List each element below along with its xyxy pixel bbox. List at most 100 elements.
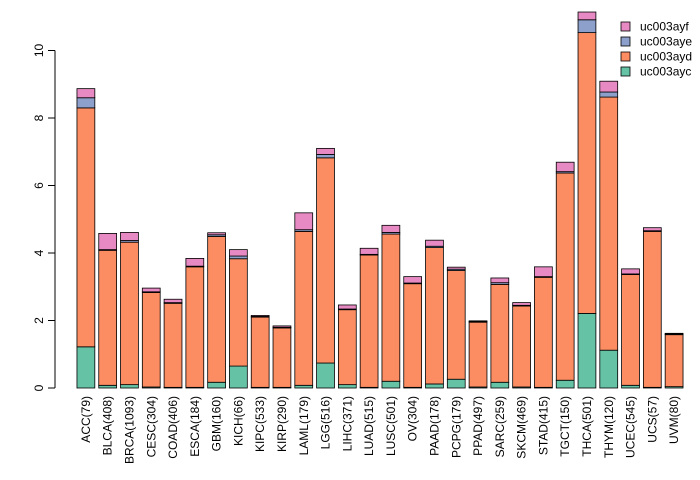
- bar-segment-uc003ayf: [98, 233, 118, 251]
- bar-segment-uc003ayf: [425, 239, 444, 247]
- bar-segment-uc003ayf: [359, 247, 379, 255]
- bar-segment-uc003ayf: [207, 232, 226, 236]
- x-tick-label: UCEC(545): [624, 396, 638, 458]
- bar-segment-uc003ayf: [185, 257, 205, 267]
- bar-segment-uc003ayd: [359, 254, 379, 388]
- bar-segment-uc003ayf: [381, 224, 401, 233]
- bar-segment-uc003ayd: [337, 309, 357, 386]
- bar-segment-uc003ayc: [446, 378, 466, 389]
- bar-segment-uc003ayc: [425, 383, 444, 389]
- legend-label: uc003ayc: [640, 65, 691, 79]
- bar-segment-uc003ayc: [555, 379, 575, 389]
- bar-segment-uc003ayd: [294, 230, 314, 386]
- y-tick-label: 6: [32, 182, 46, 189]
- x-tick-label: PAAD(178): [427, 396, 441, 456]
- bar-segment-uc003ayc: [207, 381, 226, 389]
- bar-segment-uc003aye: [577, 19, 597, 34]
- bar-segment-uc003ayf: [141, 287, 161, 293]
- bar-segment-uc003ayc: [621, 384, 640, 389]
- bar-segment-uc003ayf: [250, 315, 270, 317]
- bar-segment-uc003ayd: [229, 258, 248, 367]
- bars: [76, 11, 684, 389]
- x-tick-label: UVM(80): [667, 396, 681, 444]
- x-tick-label: PPAD(497): [471, 396, 485, 456]
- bar-segment-uc003ayf: [76, 88, 96, 99]
- x-tick-label: CESC(304): [144, 396, 158, 457]
- bar-segment-uc003aye: [76, 97, 96, 109]
- bar-segment-uc003ayf: [337, 304, 357, 310]
- bar-segment-uc003ayf: [120, 232, 139, 241]
- bar-segment-uc003ayf: [490, 277, 510, 284]
- legend-swatch-uc003ayc: [620, 66, 631, 77]
- bar-segment-uc003ayf: [272, 325, 292, 328]
- bar-segment-uc003ayc: [294, 384, 314, 389]
- legend-swatch-uc003aye: [620, 36, 631, 47]
- x-tick-label: PCPG(179): [449, 396, 463, 458]
- x-tick-label: THCA(501): [580, 396, 594, 457]
- bar-segment-uc003ayd: [425, 247, 444, 385]
- bar-segment-uc003ayd: [664, 334, 684, 388]
- bar-segment-uc003ayd: [98, 249, 118, 386]
- bar-segment-uc003ayc: [490, 381, 510, 389]
- y-tick-label: 8: [32, 114, 46, 121]
- x-tick-label: STAD(415): [536, 396, 550, 455]
- bar-segment-uc003ayc: [316, 362, 335, 389]
- legend-label: uc003ayf: [640, 20, 689, 34]
- x-tick-label: UCS(57): [645, 396, 659, 443]
- x-tick-label: LAML(179): [297, 396, 311, 455]
- bar-segment-uc003aye: [599, 91, 619, 98]
- bar-segment-uc003ayf: [664, 332, 684, 335]
- bar-segment-uc003ayf: [642, 227, 662, 232]
- bar-segment-uc003ayd: [577, 32, 597, 314]
- bar-segment-uc003ayc: [98, 384, 118, 389]
- bar-segment-uc003ayc: [381, 380, 401, 389]
- x-tick-label: TGCT(150): [558, 396, 572, 457]
- x-tick-label: LGG(516): [319, 396, 333, 449]
- bar-segment-uc003ayf: [163, 298, 183, 304]
- bar-segment-uc003ayd: [642, 230, 662, 388]
- bar-segment-uc003ayd: [621, 274, 640, 386]
- x-tick-label: COAD(406): [166, 396, 180, 459]
- bar-segment-uc003ayf: [599, 80, 619, 93]
- bar-segment-uc003ayd: [207, 236, 226, 383]
- bar-segment-uc003ayd: [316, 157, 335, 364]
- bar-segment-uc003aye: [316, 154, 335, 159]
- x-tick-label: SKCM(469): [515, 396, 529, 459]
- x-axis-labels: ACC(79) BLCA(408) BRCA(1093) CESC(304) COAD(…: [79, 396, 681, 464]
- x-tick-label: GBM(160): [210, 396, 224, 451]
- bar-segment-uc003ayc: [337, 384, 357, 389]
- legend-swatch-uc003ayf: [620, 21, 631, 32]
- bar-segment-uc003ayf: [468, 320, 488, 322]
- bar-segment-uc003ayc: [120, 384, 139, 389]
- x-tick-label: THYM(120): [602, 396, 616, 458]
- bar-segment-uc003ayf: [294, 212, 314, 231]
- bar-segment-uc003ayf: [534, 266, 553, 278]
- legend-swatch-uc003ayd: [620, 51, 631, 62]
- bar-segment-uc003ayd: [555, 172, 575, 381]
- x-tick-label: KICH(66): [231, 396, 245, 446]
- bar-segment-uc003ayd: [512, 305, 531, 388]
- x-tick-label: LIHC(371): [340, 396, 354, 451]
- bar-segment-uc003ayd: [599, 96, 619, 351]
- x-tick-label: KIRP(290): [275, 396, 289, 452]
- bar-segment-uc003aye: [229, 255, 248, 260]
- x-tick-label: KIPC(533): [253, 396, 267, 452]
- bar-segment-uc003ayc: [229, 365, 248, 389]
- y-tick-label: 0: [32, 384, 46, 391]
- bar-segment-uc003ayd: [76, 107, 96, 348]
- bar-segment-uc003ayf: [512, 302, 531, 306]
- x-tick-label: ACC(79): [79, 396, 93, 443]
- bar-segment-uc003ayd: [141, 292, 161, 388]
- x-tick-label: LUSC(501): [384, 396, 398, 456]
- y-tick-label: 4: [32, 249, 46, 256]
- bar-segment-uc003ayd: [468, 321, 488, 388]
- bar-segment-uc003ayd: [490, 283, 510, 383]
- bar-segment-uc003ayf: [403, 276, 423, 284]
- bar-segment-uc003ayd: [446, 270, 466, 380]
- bar-segment-uc003ayd: [403, 283, 423, 388]
- y-tick-label: 2: [32, 317, 46, 324]
- bar-segment-uc003ayf: [446, 266, 466, 270]
- y-axis: 0 2 4 6 8 10: [32, 44, 56, 391]
- bar-segment-uc003ayc: [599, 349, 619, 389]
